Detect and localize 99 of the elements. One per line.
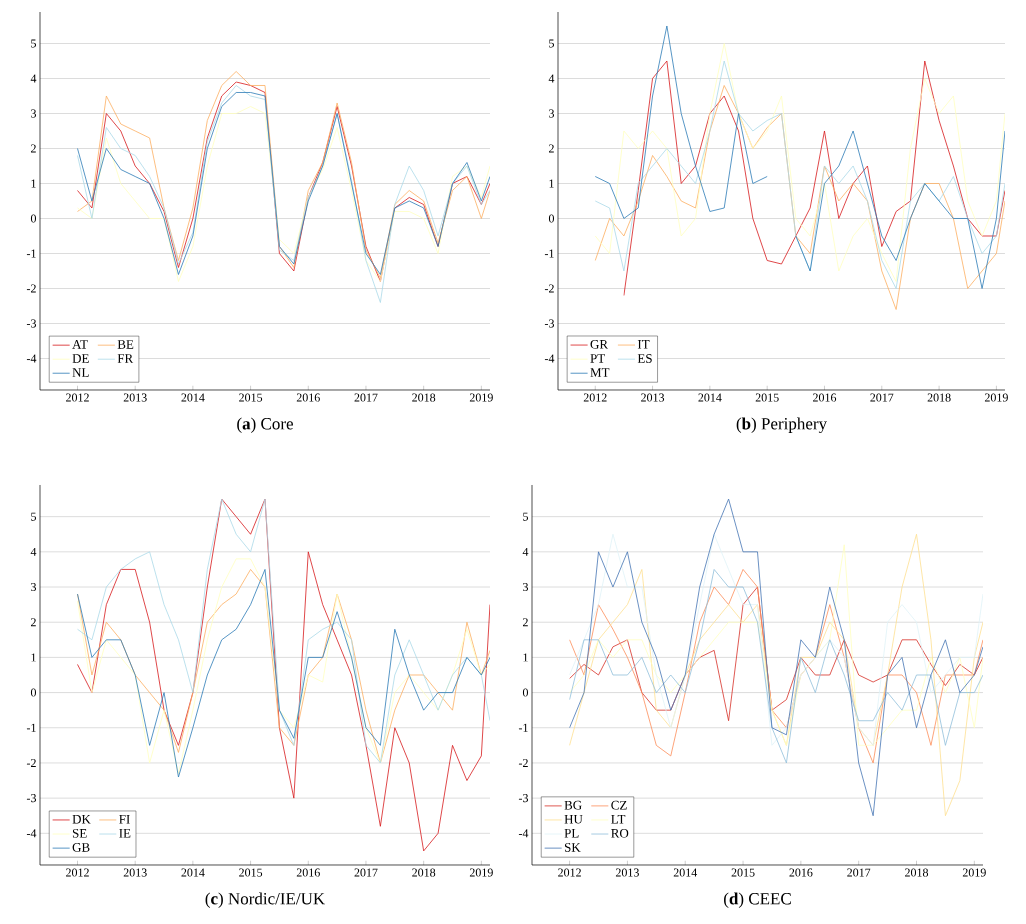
y-tick-label: -1 [26,723,36,732]
legend-label: MT [590,368,610,377]
x-tick-label: 2015 [239,868,263,877]
y-tick-label: -4 [518,829,529,838]
y-tick-label: 4 [548,74,555,83]
x-tick-label: 2015 [239,393,263,402]
y-tick-label: -2 [26,284,36,293]
legend-label: NL [72,368,89,377]
y-tick-label: -4 [26,354,37,363]
x-tick-label: 2015 [731,868,755,877]
y-tick-label: 1 [31,179,36,188]
x-tick-label: 2018 [412,393,436,402]
line-series [77,498,490,764]
legend-label: DK [72,814,91,824]
y-tick-label: -2 [544,284,554,293]
x-tick-label: 2017 [354,393,378,402]
x-tick-label: 2012 [583,393,607,402]
text: (b) Periphery [736,417,827,433]
legend-label: AT [72,340,88,349]
legend-label: FI [119,814,130,824]
y-tick-label: -3 [26,319,37,328]
x-tick-label: 2013 [123,868,147,877]
x-tick-label: 2013 [615,868,639,877]
y-tick-label: -3 [26,794,37,803]
y-tick-label: 2 [31,144,36,153]
x-tick-label: 2016 [296,393,320,402]
y-tick-label: 5 [523,512,529,521]
y-tick-label: 2 [523,618,528,627]
text: (a) Core [237,417,293,433]
y-tick-label: -4 [544,354,555,363]
y-tick-label: 2 [549,144,554,153]
x-tick-label: 2018 [905,868,929,877]
x-tick-label: 2017 [870,393,894,402]
x-tick-label: 2019 [469,868,493,877]
y-tick-label: -1 [26,249,36,258]
text: (d) CEEC [724,892,791,908]
y-tick-label: -1 [518,723,528,732]
y-tick-label: -3 [544,319,555,328]
y-tick-label: -2 [26,758,36,767]
x-tick-label: 2014 [698,393,722,402]
x-tick-label: 2014 [181,393,205,402]
legend-label: DE [72,354,89,363]
y-tick-label: -1 [544,249,554,258]
x-tick-label: 2016 [296,868,320,877]
x-tick-label: 2014 [181,868,205,877]
x-tick-label: 2019 [984,393,1008,402]
y-tick-label: 3 [31,582,37,592]
x-tick-label: 2017 [354,868,378,877]
y-tick-label: 0 [522,688,529,697]
legend-label: LT [611,814,626,824]
legend-label: IE [119,829,131,838]
x-tick-label: 2015 [755,393,779,402]
legend-label: ES [637,354,652,363]
x-tick-label: 2014 [673,868,698,877]
x-tick-label: 2019 [469,393,493,402]
x-tick-label: 2013 [123,393,147,402]
x-tick-label: 2018 [412,868,436,877]
legend-label: CZ [611,800,627,810]
x-tick-label: 2017 [847,868,871,877]
y-tick-label: 3 [31,109,37,118]
y-tick-label: 3 [523,582,529,592]
legend-label: HU [564,814,583,824]
y-tick-label: 4 [30,74,37,83]
legend-label: BE [117,340,134,349]
y-tick-label: 5 [31,512,37,521]
x-tick-label: 2013 [641,393,665,402]
x-tick-label: 2012 [66,393,89,402]
y-tick-label: 2 [31,618,36,627]
y-tick-label: 0 [30,214,37,223]
y-tick-label: 3 [549,109,555,118]
x-tick-label: 2016 [789,868,813,877]
y-tick-label: 4 [30,547,37,556]
y-tick-label: 1 [31,653,36,662]
x-tick-label: 2018 [927,393,951,402]
y-tick-label: 5 [31,39,37,48]
legend-label: GR [590,340,609,349]
y-tick-label: 4 [522,547,529,556]
y-tick-label: 0 [548,214,555,223]
legend-label: SK [564,843,581,852]
x-tick-label: 2012 [558,868,581,877]
y-tick-label: 1 [523,653,528,662]
legend-label: FR [117,354,134,363]
legend-label: IT [637,340,650,349]
legend-label: RO [611,828,629,838]
legend-label: SE [72,828,87,838]
y-tick-label: -2 [518,758,528,767]
y-tick-label: 5 [549,39,555,48]
y-tick-label: -3 [518,794,529,803]
x-tick-label: 2012 [66,868,89,877]
text: (c) Nordic/IE/UK [205,892,326,908]
y-tick-label: 0 [30,688,37,697]
x-tick-label: 2019 [962,868,986,877]
legend-label: PL [564,829,579,838]
legend-label: GB [72,843,90,852]
y-tick-label: -4 [26,829,37,838]
x-tick-label: 2016 [813,393,837,402]
y-tick-label: 1 [549,179,554,188]
legend-label: PT [590,354,605,363]
legend-label: BG [564,800,582,810]
